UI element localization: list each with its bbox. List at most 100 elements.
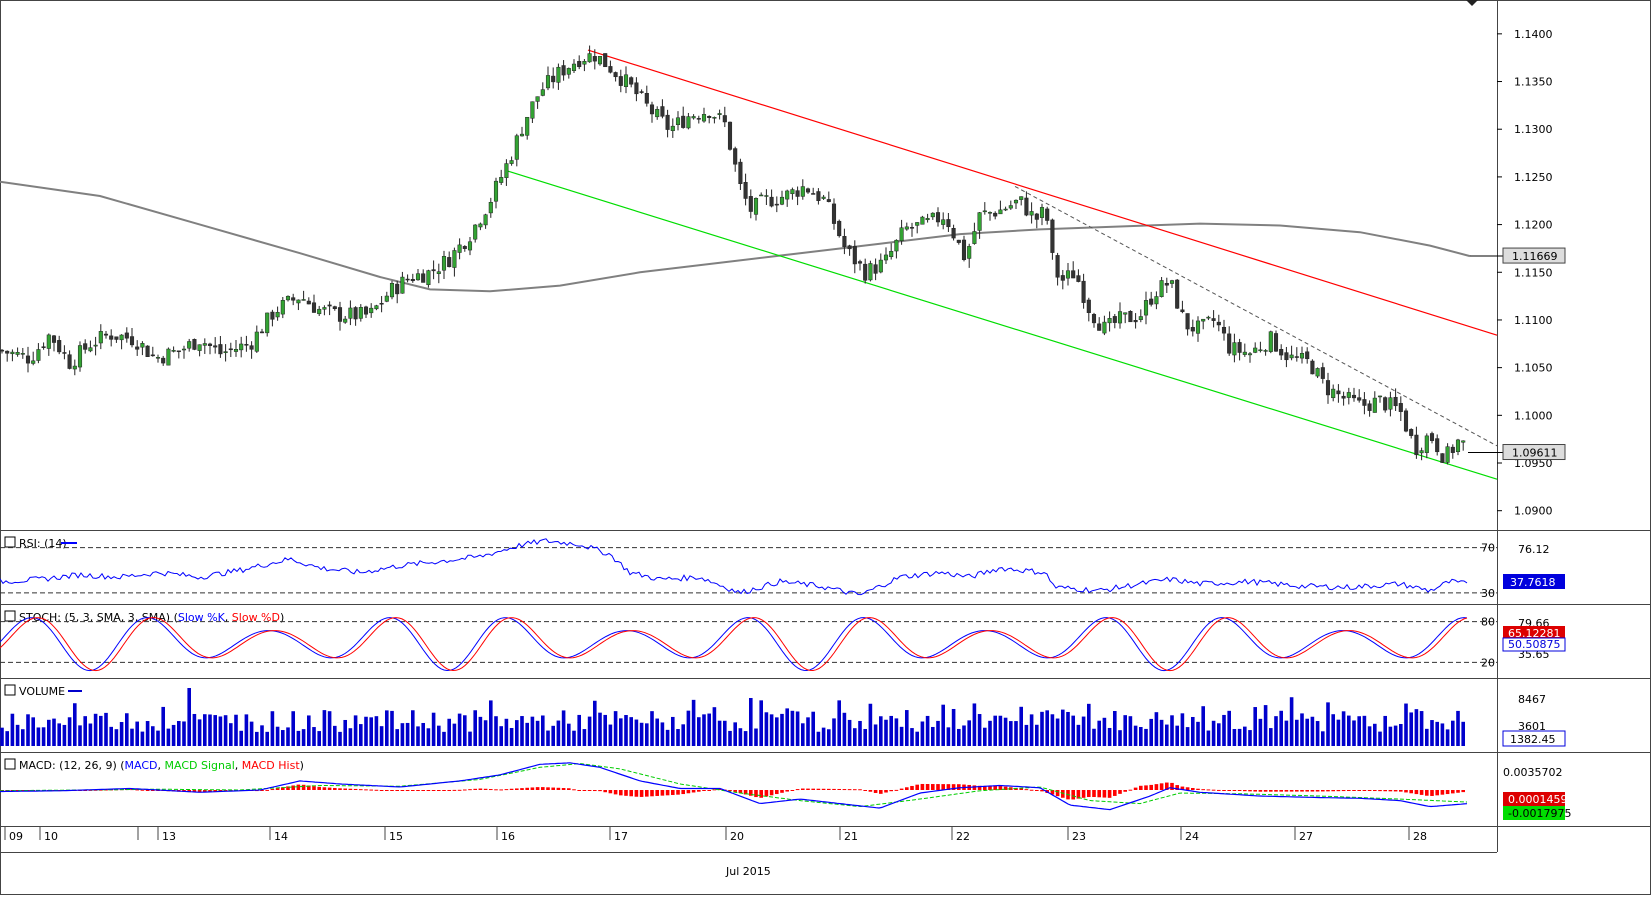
candle-body	[265, 312, 270, 334]
candle-body	[686, 116, 691, 129]
rsi-axis-label: 76.12	[1518, 543, 1550, 556]
macd-hist-bar	[702, 790, 706, 791]
candle-body	[759, 194, 764, 197]
volume-bar	[463, 715, 467, 746]
macd-hist-bar	[333, 787, 337, 790]
price-tick-label: 1.1050	[1514, 362, 1553, 375]
macd-hist-bar	[941, 784, 945, 790]
volume-bar	[197, 719, 202, 746]
candle-body	[1117, 311, 1123, 324]
volume-bar	[379, 726, 384, 746]
volume-bar	[385, 710, 389, 746]
volume-bar	[426, 728, 431, 746]
candle-body	[192, 339, 197, 350]
macd-hist-bar	[1336, 790, 1341, 792]
volume-bar	[561, 710, 566, 746]
macd-hist-bar	[691, 790, 696, 793]
price-tick-label: 1.1350	[1514, 76, 1553, 89]
volume-bar	[26, 714, 30, 746]
svg-text:STOCH: (5, 3, SMA, 3, SMA): STOCH: (5, 3, SMA, 3, SMA) (Slow %K, Slo…	[19, 611, 284, 624]
macd-hist-bar	[1399, 790, 1403, 792]
volume-bar	[951, 708, 956, 746]
volume-bar	[1149, 718, 1153, 746]
candle-body	[1143, 300, 1149, 316]
volume-bar	[317, 731, 321, 746]
volume-bar	[1066, 711, 1070, 746]
volume-bar	[437, 725, 441, 746]
candle-body	[707, 116, 712, 118]
candle-body	[1450, 446, 1455, 453]
price-tick-label: 1.1250	[1514, 171, 1553, 184]
volume-bar	[556, 720, 561, 746]
macd-hist-bar	[405, 790, 410, 791]
candle-body	[1034, 213, 1039, 220]
stoch-close-icon[interactable]	[4, 610, 16, 622]
macd-hist-bar	[535, 787, 540, 790]
volume-bar	[639, 722, 644, 746]
candle-body	[88, 347, 93, 352]
x-date-label: 15	[389, 830, 403, 843]
macd-hist-bar	[374, 789, 379, 791]
macd-hist-bar	[1435, 790, 1439, 796]
candle-body	[993, 212, 998, 217]
macd-hist-bar	[1118, 790, 1122, 794]
macd-hist-bar	[899, 788, 904, 790]
volume-bar	[0, 727, 4, 746]
macd-hist-bar	[780, 790, 784, 793]
candle-body	[233, 349, 239, 352]
macd-hist-bar	[769, 790, 774, 796]
candle-body	[228, 348, 233, 351]
volume-bar	[515, 720, 519, 746]
macd-hist-bar	[567, 788, 571, 790]
volume-bar	[993, 715, 997, 746]
candle-body	[1211, 318, 1216, 321]
macd-signal-last-label: -0.0017975	[1508, 807, 1571, 820]
macd-hist-bar	[1175, 785, 1179, 790]
macd-hist-bar	[431, 790, 436, 791]
candle-body	[535, 96, 540, 102]
macd-hist-bar	[457, 789, 462, 791]
candle-body	[1362, 399, 1367, 406]
scroll-marker-icon[interactable]	[1466, 0, 1478, 6]
macd-hist-bar	[1081, 790, 1086, 798]
macd-hist-bar	[1352, 790, 1356, 791]
macd-hist-bar	[359, 789, 363, 791]
candle-body	[519, 133, 525, 137]
volume-bar	[1430, 720, 1434, 746]
volume-bar	[343, 719, 347, 746]
candle-body	[1455, 439, 1461, 453]
volume-bar	[473, 710, 477, 746]
macd-hist-bar	[1061, 790, 1065, 798]
candle-body	[1357, 397, 1362, 401]
volume-bar	[416, 726, 420, 746]
candle-body	[384, 295, 389, 302]
volume-bar	[572, 730, 576, 746]
volume-bar	[509, 727, 514, 746]
x-date-label: 14	[274, 830, 288, 843]
macd-hist-bar	[1149, 784, 1153, 790]
candle-body	[51, 335, 57, 343]
volume-bar	[598, 712, 602, 746]
macd-hist-bar	[1227, 790, 1231, 791]
macd-hist-bar	[463, 789, 467, 791]
volume-bar	[977, 714, 982, 746]
macd-hist-bar	[1315, 790, 1320, 792]
macd-hist-bar	[1185, 787, 1190, 790]
x-date-label: 20	[730, 830, 744, 843]
candle-body	[738, 161, 743, 184]
macd-close-icon[interactable]	[4, 758, 16, 770]
volume-bar	[177, 721, 181, 746]
candle-body	[566, 68, 571, 75]
rsi-pane: RSI: (14) 70 30 76.12 37.7618	[0, 536, 1565, 600]
macd-hist-bar	[369, 789, 373, 791]
rsi-close-icon[interactable]	[4, 536, 16, 548]
stoch-k-line	[0, 617, 1468, 672]
volume-bar	[702, 714, 706, 746]
macd-hist-bar	[598, 790, 602, 792]
volume-bar	[832, 718, 836, 746]
macd-hist-bar	[1331, 790, 1335, 792]
volume-bar	[619, 718, 623, 746]
macd-hist-bar	[452, 789, 457, 791]
volume-close-icon[interactable]	[4, 684, 16, 696]
